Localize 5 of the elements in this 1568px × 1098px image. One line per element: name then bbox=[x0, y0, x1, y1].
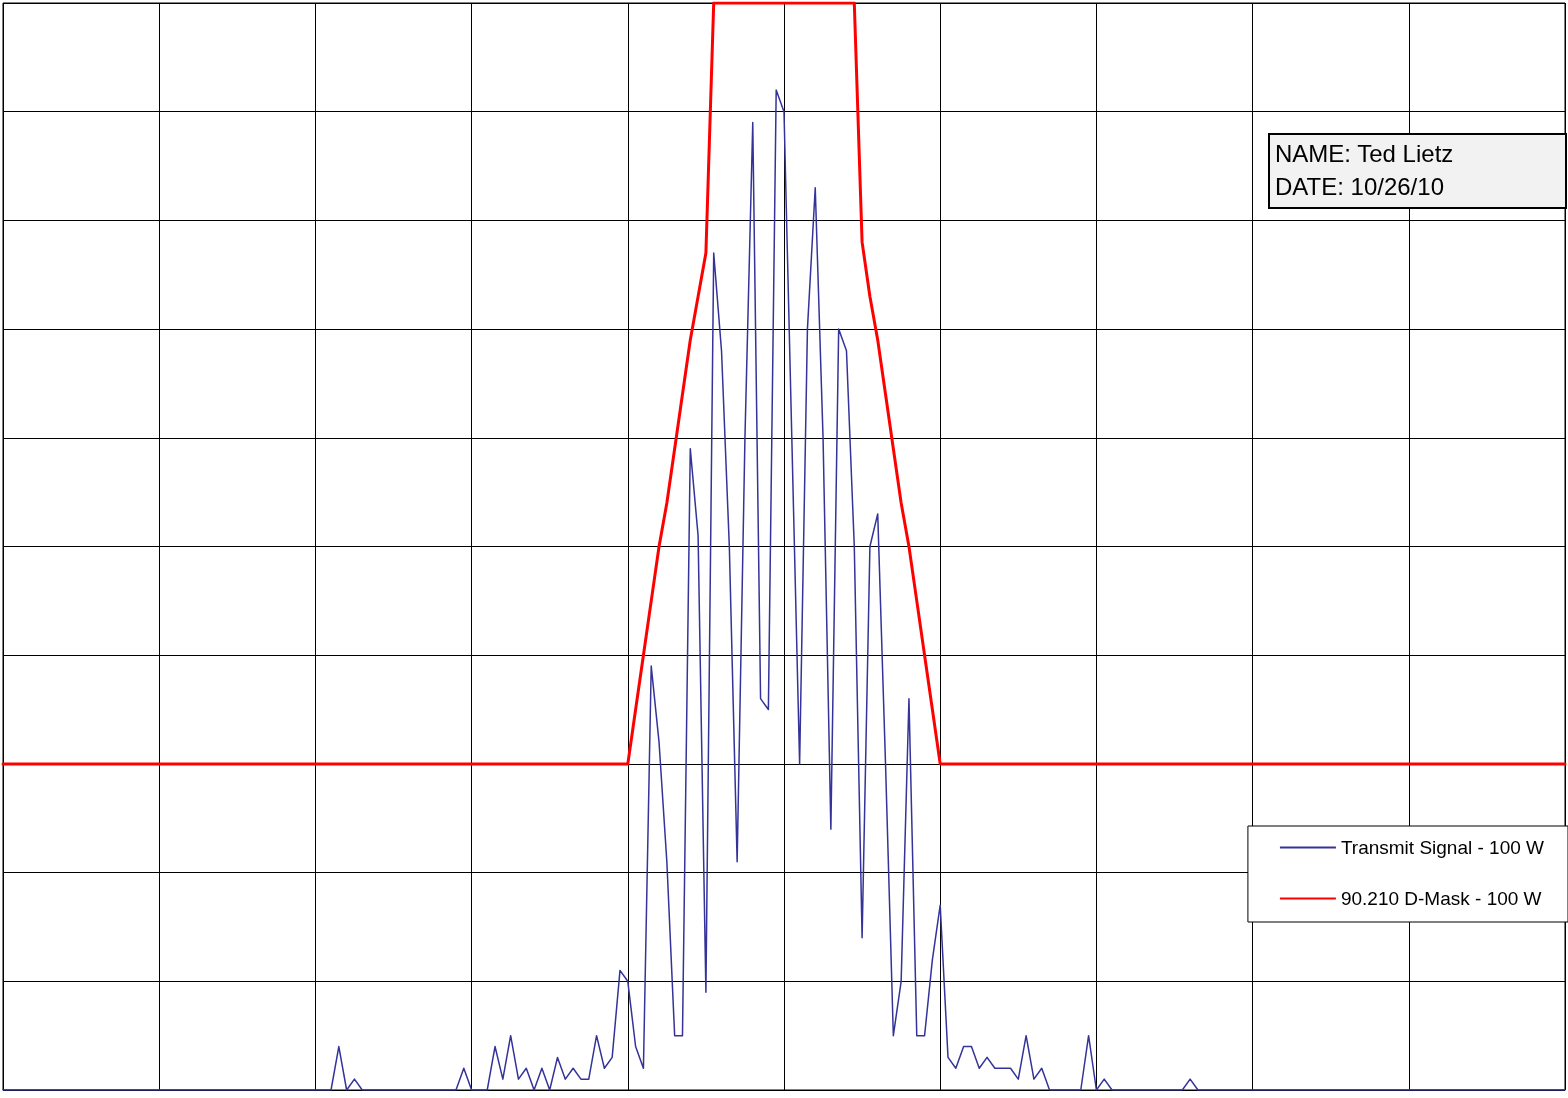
annotation: NAME: Ted Lietz bbox=[1275, 139, 1455, 169]
legend-label: 90.210 D-Mask - 100 W bbox=[1340, 888, 1542, 909]
legend-label: Transmit Signal - 100 W bbox=[1340, 837, 1545, 858]
annotation: DATE: 10/26/10 bbox=[1275, 172, 1445, 202]
note-box: NAME: Ted Lietz DATE: 10/26/10 bbox=[1268, 133, 1567, 209]
